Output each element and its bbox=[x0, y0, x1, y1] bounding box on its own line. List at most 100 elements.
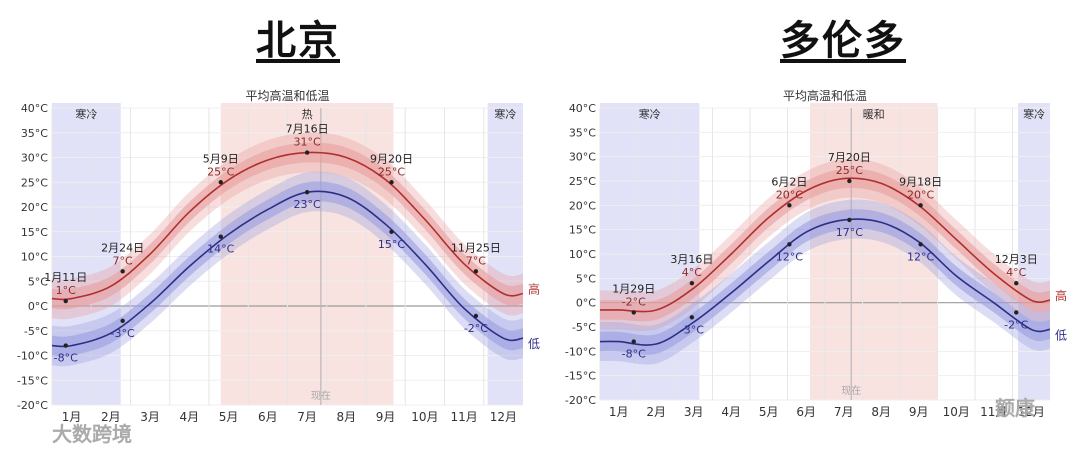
chart-title: 平均高温和低温 bbox=[783, 88, 867, 103]
annotation-point bbox=[689, 281, 695, 286]
watermark-left: 大数跨境 bbox=[52, 422, 132, 446]
y-tick-label: 35°C bbox=[569, 126, 596, 139]
annotation-date: 12月3日 bbox=[995, 253, 1038, 266]
season-label: 寒冷 bbox=[1023, 107, 1045, 121]
y-tick-label: 20°C bbox=[569, 199, 596, 212]
x-tick-label: 4月 bbox=[721, 405, 741, 419]
x-tick-label: 1月 bbox=[609, 405, 629, 419]
series-band-0 bbox=[52, 132, 523, 320]
annotation-temp: -2°C bbox=[622, 295, 646, 308]
x-tick-label: 9月 bbox=[376, 410, 396, 424]
annotation-temp: -2°C bbox=[464, 322, 488, 335]
annotation-point bbox=[63, 298, 68, 304]
x-tick-label: 10月 bbox=[943, 405, 970, 419]
season-band bbox=[1018, 103, 1050, 400]
x-tick-label: 2月 bbox=[646, 405, 666, 419]
y-tick-label: 15°C bbox=[21, 226, 48, 239]
series-end-label: 高 bbox=[1055, 288, 1067, 303]
annotation-temp: 23°C bbox=[294, 198, 321, 211]
chart-title: 平均高温和低温 bbox=[245, 88, 329, 103]
now-label: 现在 bbox=[311, 390, 331, 402]
annotation-date: 7月16日 bbox=[286, 123, 329, 136]
y-tick-label: 10°C bbox=[569, 248, 596, 261]
annotation-temp: -2°C bbox=[1004, 318, 1028, 331]
annotation-date: 3月16日 bbox=[670, 253, 713, 266]
season-label: 热 bbox=[302, 108, 313, 121]
x-tick-label: 2月 bbox=[101, 410, 121, 424]
series-end-label: 低 bbox=[528, 337, 540, 351]
annotation-temp: -8°C bbox=[622, 348, 646, 361]
annotation-temp: 4°C bbox=[1006, 266, 1026, 279]
annotation-point bbox=[120, 318, 125, 324]
y-tick-label: 40°C bbox=[569, 102, 596, 115]
x-tick-label: 5月 bbox=[219, 410, 239, 424]
annotation-temp: 1°C bbox=[56, 284, 76, 297]
annotation-point bbox=[218, 234, 223, 239]
y-tick-label: 35°C bbox=[21, 127, 48, 140]
series-line-1 bbox=[599, 218, 1051, 346]
y-tick-label: -15°C bbox=[565, 370, 596, 383]
annotation-point bbox=[63, 343, 68, 348]
annotation-point bbox=[389, 180, 394, 185]
series-line-1 bbox=[51, 190, 524, 348]
x-tick-label: 8月 bbox=[337, 410, 357, 424]
y-tick-label: -15°C bbox=[17, 374, 48, 387]
x-tick-label: 11月 bbox=[450, 410, 477, 424]
y-tick-label: 30°C bbox=[21, 152, 48, 165]
y-tick-label: -10°C bbox=[17, 350, 48, 363]
annotation-point bbox=[631, 310, 636, 315]
annotation-date: 11月25日 bbox=[451, 241, 501, 254]
annotation-temp: 25°C bbox=[378, 165, 405, 178]
y-tick-label: 0°C bbox=[576, 297, 596, 310]
x-tick-label: 1月 bbox=[62, 410, 82, 424]
annotation-date: 7月20日 bbox=[828, 151, 871, 164]
annotation-temp: 14°C bbox=[207, 243, 234, 256]
x-tick-label: 5月 bbox=[759, 405, 779, 419]
annotation-temp: 20°C bbox=[907, 188, 934, 201]
season-label: 寒冷 bbox=[75, 107, 97, 121]
annotation-temp: -3°C bbox=[680, 323, 704, 336]
annotation-point bbox=[1014, 281, 1019, 286]
series-band-1 bbox=[600, 199, 1050, 365]
annotation-temp: 17°C bbox=[836, 226, 863, 239]
x-tick-label: 11月 bbox=[980, 405, 1007, 419]
annotation-point bbox=[787, 203, 792, 208]
annotation-date: 1月11日 bbox=[44, 271, 87, 284]
x-tick-label: 7月 bbox=[834, 405, 854, 419]
annotation-date: 5月9日 bbox=[203, 152, 239, 165]
x-tick-label: 3月 bbox=[684, 405, 704, 419]
annotation-point bbox=[847, 178, 852, 184]
annotation-date: 1月29日 bbox=[612, 282, 655, 295]
annotation-point bbox=[304, 150, 310, 155]
series-band-0 bbox=[600, 158, 1050, 332]
annotation-temp: 4°C bbox=[682, 266, 702, 279]
beijing-title: 北京 bbox=[256, 18, 340, 64]
y-tick-label: -20°C bbox=[565, 394, 596, 407]
annotation-date: 9月20日 bbox=[370, 152, 413, 165]
series-band-0 bbox=[52, 142, 523, 310]
season-label: 寒冷 bbox=[639, 107, 661, 121]
annotation-point bbox=[847, 217, 852, 223]
series-end-label: 低 bbox=[1055, 328, 1067, 342]
y-tick-label: 5°C bbox=[28, 275, 48, 288]
watermark-right: 额康 bbox=[995, 396, 1035, 420]
annotation-temp: 20°C bbox=[776, 188, 803, 201]
y-tick-label: 0°C bbox=[28, 300, 48, 313]
annotation-point bbox=[787, 242, 792, 247]
annotation-temp: 15°C bbox=[378, 238, 405, 251]
series-band-0 bbox=[600, 168, 1050, 322]
annotation-point bbox=[631, 339, 636, 344]
y-tick-label: -20°C bbox=[17, 399, 48, 412]
annotation-point bbox=[689, 315, 695, 320]
y-tick-label: 40°C bbox=[21, 102, 48, 115]
y-tick-label: 25°C bbox=[569, 175, 596, 188]
annotation-point bbox=[918, 203, 923, 208]
annotation-temp: -8°C bbox=[54, 352, 78, 365]
series-band-1 bbox=[600, 209, 1050, 355]
y-tick-label: -5°C bbox=[24, 325, 48, 338]
y-tick-label: 30°C bbox=[569, 151, 596, 164]
annotation-point bbox=[1014, 310, 1019, 315]
x-tick-label: 12月 bbox=[490, 410, 517, 424]
